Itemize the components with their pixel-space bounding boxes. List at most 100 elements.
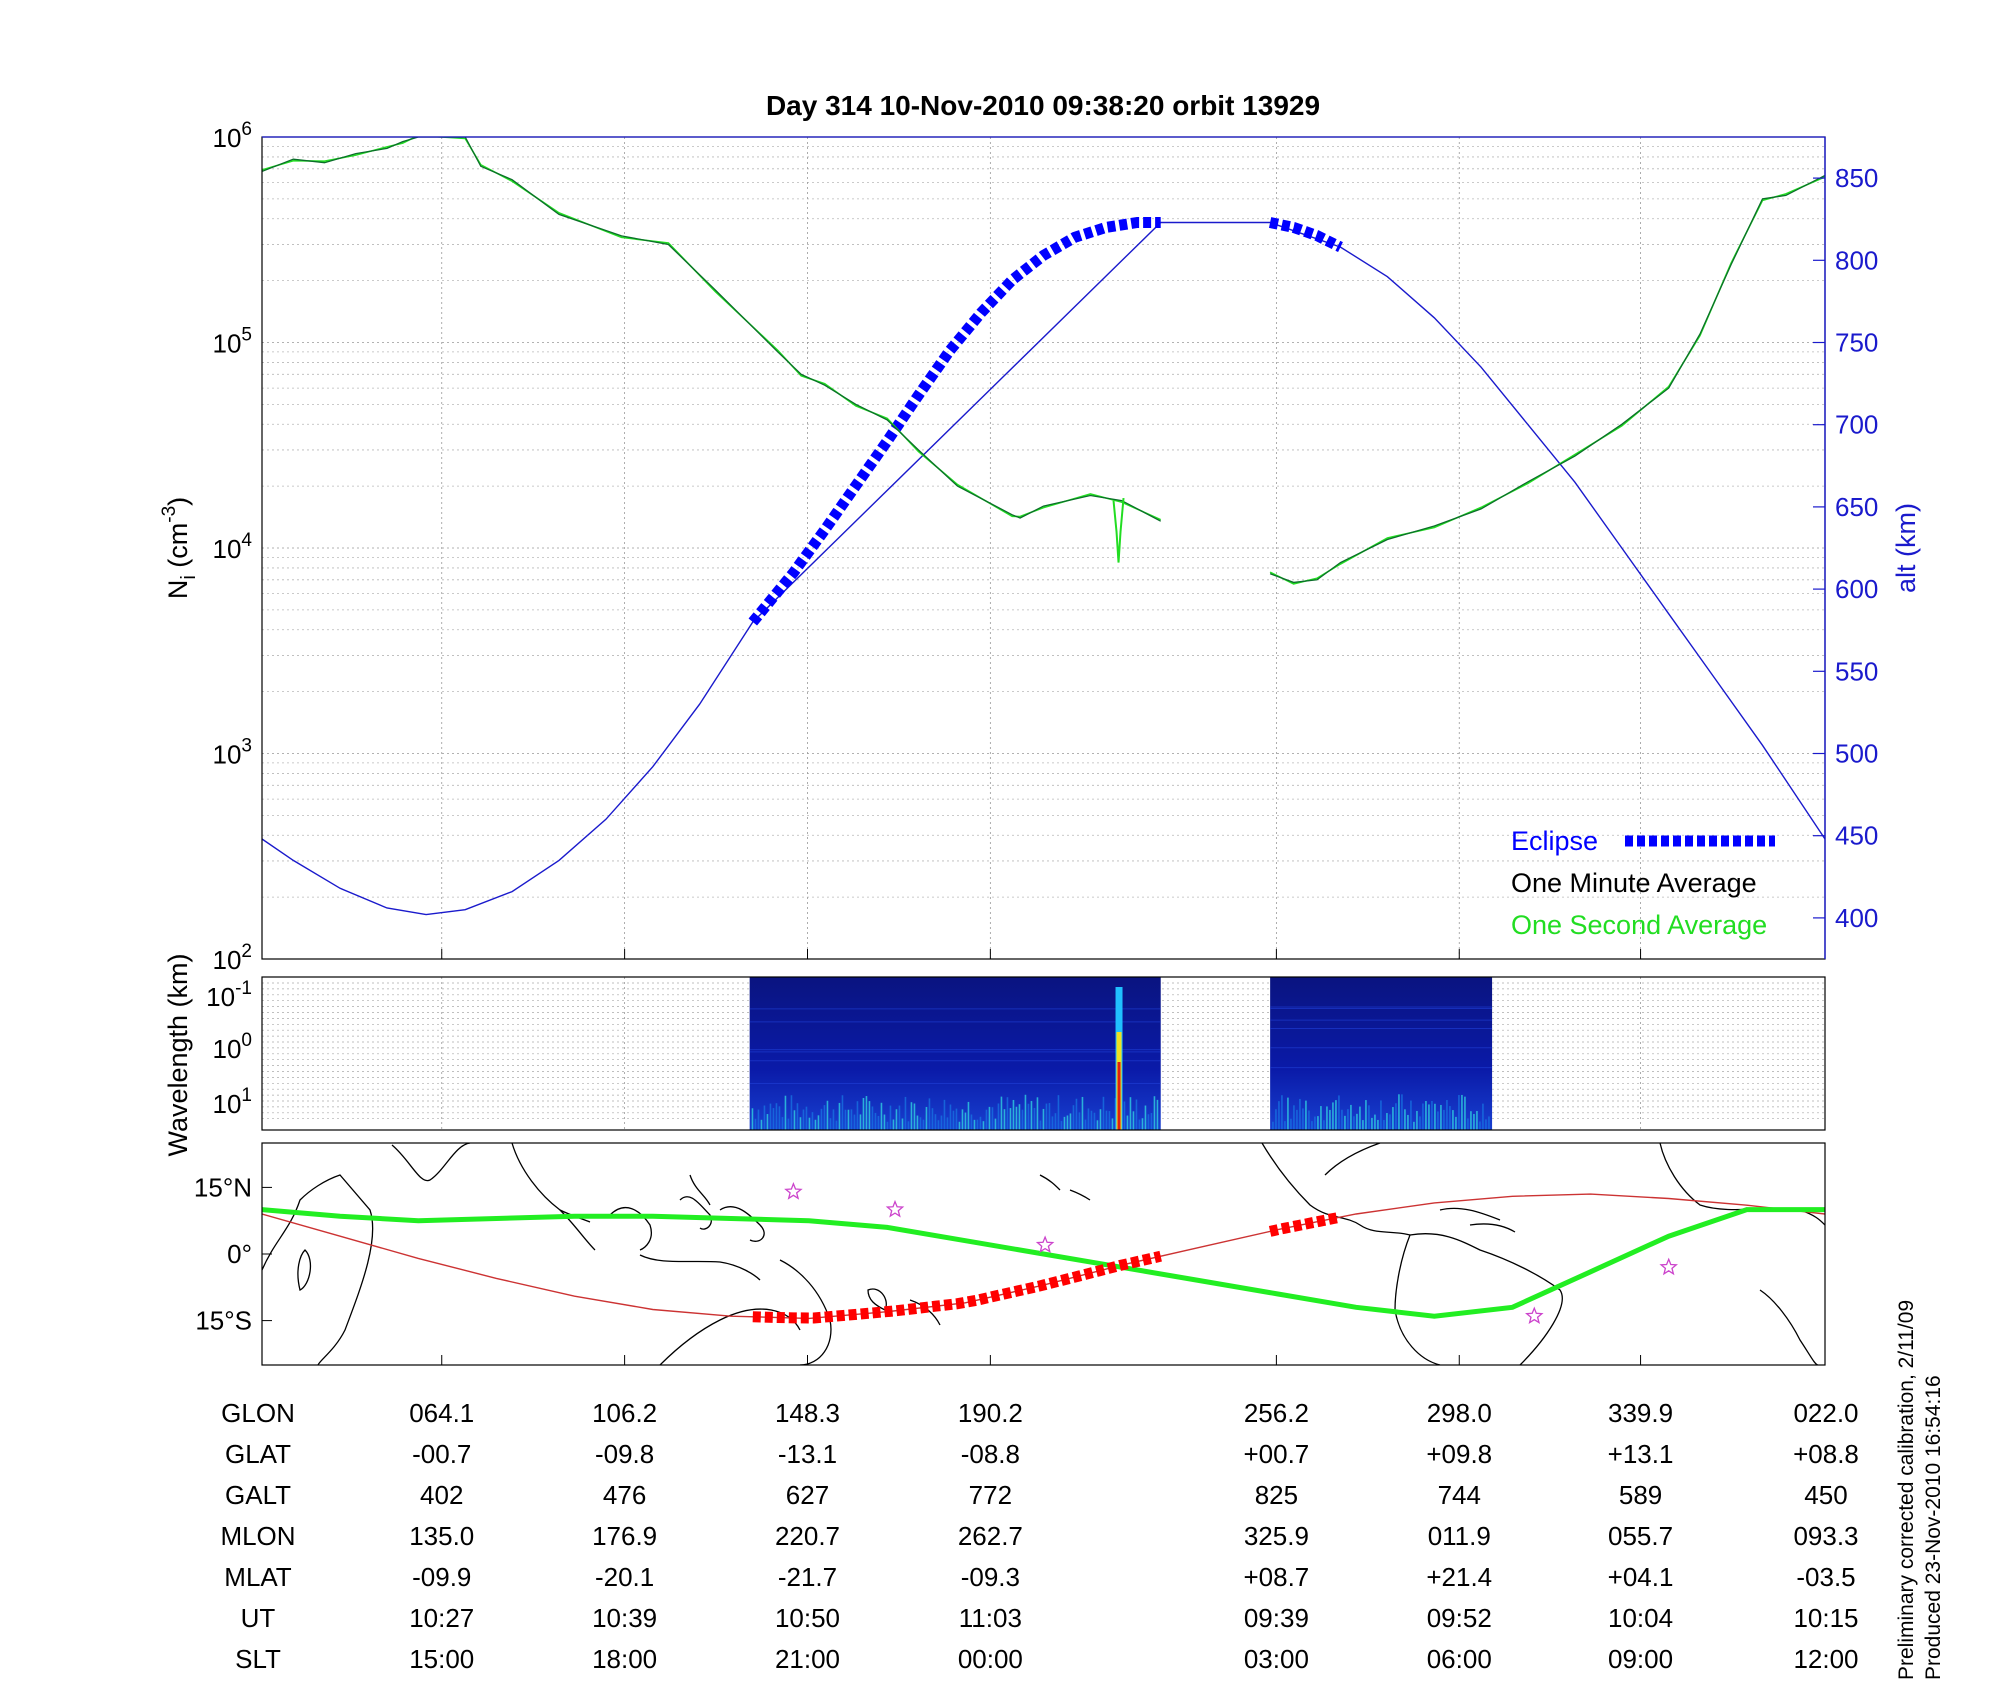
spectral-streak [1395,1103,1397,1130]
right-tick-labels: 400 450 500 550 600 650 700 750 800 850 [1813,163,1878,933]
spectral-hot-peak [1117,1062,1121,1130]
left-tick-label: 106 [213,119,253,153]
spectrogram-axis-label: Wavelength (km) [163,953,193,1156]
spectral-streak [1470,1111,1472,1130]
star-marker [1035,1235,1055,1254]
spectrogram-segments [749,977,1493,1130]
spectral-streak [1111,1118,1114,1130]
density-altitude-panel: 102 103 104 105 106 400 450 500 550 600 650 700 750… [159,119,1921,975]
spectral-streak [991,1107,994,1130]
spectrogram-tick-label: 100 [213,1030,253,1064]
right-tick-label: 600 [1835,574,1878,604]
spectral-streak [790,1095,793,1130]
spectral-streak [769,1103,772,1130]
spectral-streak [757,1109,760,1130]
spectral-streak [940,1115,943,1130]
spectral-streak [1039,1120,1042,1130]
spectral-streak [1293,1105,1295,1130]
spectral-streak [823,1105,826,1130]
spectral-streak [1425,1101,1427,1130]
spectral-streak [796,1103,799,1130]
spectral-streak [1078,1112,1081,1130]
spectral-streak [1069,1113,1072,1130]
one-second-trace-1 [262,137,1162,521]
spectral-streak [943,1099,946,1130]
spectral-streak [838,1102,841,1130]
spectral-streak [1066,1115,1069,1130]
spectral-streak [922,1119,925,1130]
spectral-streak [949,1104,952,1130]
spectral-streak [1084,1119,1087,1130]
table-row-label: MLON [220,1521,295,1551]
spectral-streak [1428,1104,1430,1130]
spectral-streak [856,1101,859,1130]
star-marker [1525,1306,1544,1325]
spectral-streak [985,1109,988,1130]
spectral-streak [1335,1100,1337,1130]
table-cell: 18:00 [592,1644,657,1674]
top-grid [262,137,1825,960]
eclipse-segment-1 [748,217,1161,626]
spectral-streak [850,1109,853,1130]
spectral-streak [1096,1120,1099,1130]
table-cell: 339.9 [1608,1398,1673,1428]
table-cell: 10:27 [409,1603,474,1633]
spectral-streak [1057,1095,1060,1130]
map-tick-label: 15°S [195,1306,252,1336]
spectral-streak [1473,1114,1475,1130]
spectral-streak [1320,1106,1322,1130]
spectral-streak [988,1106,991,1130]
right-tick-label: 850 [1835,163,1878,193]
spectral-streak [1437,1111,1439,1130]
spectral-streak [775,1103,778,1130]
table-cell: 325.9 [1244,1521,1309,1551]
spectral-streak [802,1109,805,1130]
spectral-streak [1314,1116,1316,1130]
spectral-streak [964,1112,967,1130]
spectral-streak [1386,1113,1388,1130]
produced-note: Produced 23-Nov-2010 16:54:16 [1922,1375,1945,1680]
spectral-streak [1012,1099,1015,1130]
spectral-streak [1410,1100,1412,1130]
table-cell: 10:50 [775,1603,840,1633]
spectral-streak [1009,1108,1012,1130]
spectral-streak [1287,1097,1289,1130]
coastlines [262,1143,1825,1365]
spectral-streak [1431,1100,1433,1130]
spectral-streak [1302,1108,1304,1130]
table-cell: 011.9 [1428,1521,1491,1551]
spectral-streak [1000,1096,1003,1130]
density-spike [1112,497,1125,563]
spectral-streak [994,1118,997,1130]
ground-track-map-panel: 15°N 0° 15°S [194,1142,1826,1366]
spectral-streak [1398,1094,1400,1130]
spectral-streak [1482,1103,1484,1130]
left-tick-label: 105 [213,325,253,359]
spectral-streak [1455,1116,1457,1130]
table-cell: 10:04 [1608,1603,1673,1633]
spectral-streak [961,1109,964,1130]
spectral-streak [808,1117,811,1130]
spectral-streak [904,1096,907,1130]
right-tick-label: 500 [1835,739,1878,769]
spectral-streak [1329,1109,1331,1130]
spectral-streak [1368,1105,1370,1130]
map-eclipse-segment-2 [1268,1211,1342,1237]
table-row-label: GALT [225,1480,291,1510]
spectral-streak [1443,1109,1445,1130]
spectral-streak [832,1109,835,1130]
table-cell: -09.9 [412,1562,471,1592]
spectral-streak [1359,1106,1361,1130]
table-row-label: MLAT [224,1562,292,1592]
table-cell: 09:00 [1608,1644,1673,1674]
table-cell: +08.7 [1243,1562,1309,1592]
left-tick-label: 103 [213,736,253,770]
spectral-streak [1356,1113,1358,1130]
table-cell: +13.1 [1608,1439,1674,1469]
legend: Eclipse One Minute Average One Second Av… [1511,826,1775,940]
spectral-streak [1060,1121,1063,1130]
table-cell: 09:39 [1244,1603,1309,1633]
spectral-streak [1156,1099,1159,1130]
spectral-streak [1105,1110,1108,1130]
